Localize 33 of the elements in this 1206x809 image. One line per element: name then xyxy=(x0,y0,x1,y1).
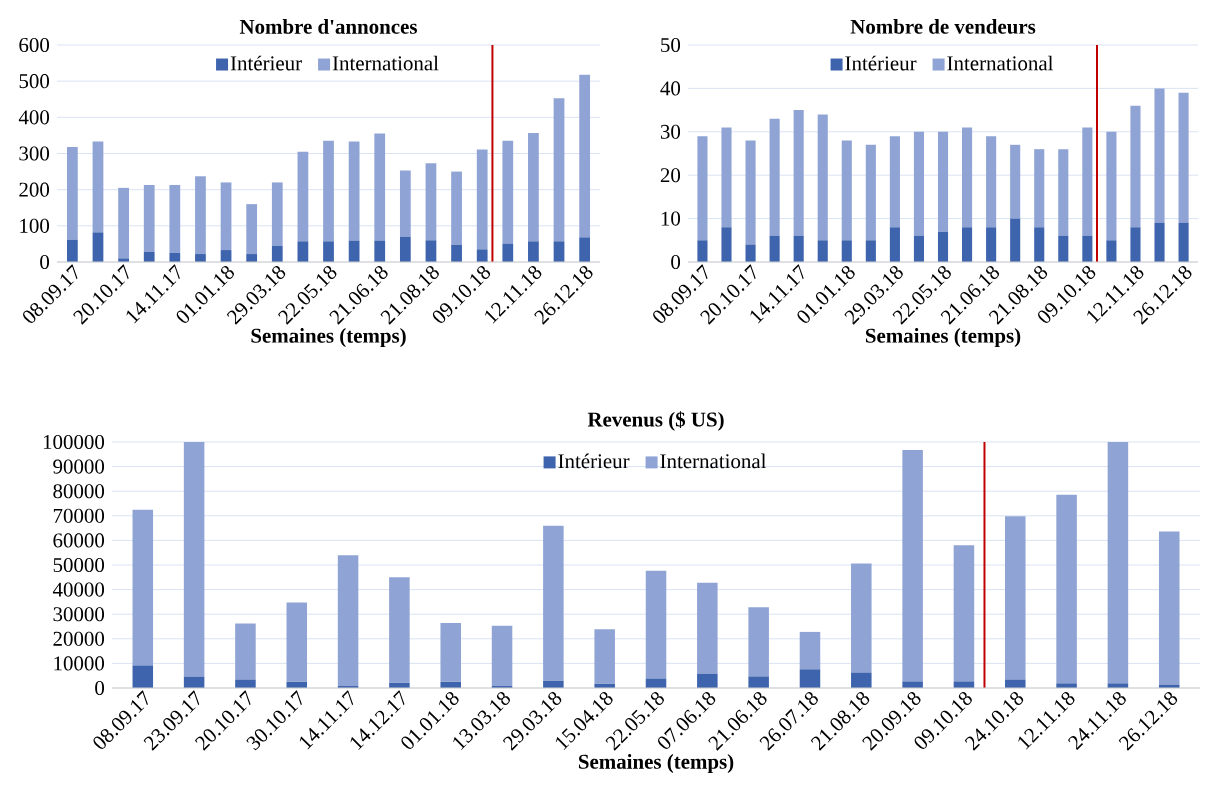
y-tick-label: 500 xyxy=(19,74,50,89)
x-axis-title: Semaines (temps) xyxy=(251,328,406,348)
y-tick-label: 200 xyxy=(19,182,50,197)
y-tick-label: 40000 xyxy=(52,582,105,597)
y-tick-label: 40 xyxy=(660,81,681,96)
y-tick-label: 80000 xyxy=(53,484,105,499)
y-tick-label: 100 xyxy=(20,218,50,233)
chart-title: Nombre de vendeurs xyxy=(850,19,1036,34)
y-tick-label: 60000 xyxy=(53,533,105,548)
y-tick-label: 20000 xyxy=(53,631,105,646)
y-tick-label: 600 xyxy=(19,37,50,53)
y-tick-label: 300 xyxy=(19,146,50,161)
y-tick-label: 10000 xyxy=(54,656,105,671)
y-tick-label: 50000 xyxy=(53,557,105,573)
legend-label: Intérieur xyxy=(558,453,630,469)
legend-label: International xyxy=(332,55,439,71)
legend-label: International xyxy=(660,453,767,469)
chart-title: Nombre d'annonces xyxy=(239,19,417,34)
y-tick-label: 30000 xyxy=(53,607,105,622)
y-tick-label: 20 xyxy=(660,168,681,183)
y-tick-label: 30 xyxy=(660,124,681,139)
legend-label: Intérieur xyxy=(845,55,917,71)
y-tick-label: 400 xyxy=(18,110,50,125)
y-tick-label: 100000 xyxy=(43,434,105,450)
y-tick-label: 90000 xyxy=(53,459,105,474)
y-tick-label: 50 xyxy=(661,37,681,53)
y-tick-label: 10 xyxy=(661,211,681,226)
legend-label: Intérieur xyxy=(230,55,302,71)
y-tick-label: 70000 xyxy=(53,508,105,523)
legend-label: International xyxy=(947,55,1054,71)
x-axis-title: Semaines (temps) xyxy=(578,754,734,774)
chart-title: Revenus ($ US) xyxy=(587,411,724,431)
x-axis-title: Semaines (temps) xyxy=(865,328,1021,348)
